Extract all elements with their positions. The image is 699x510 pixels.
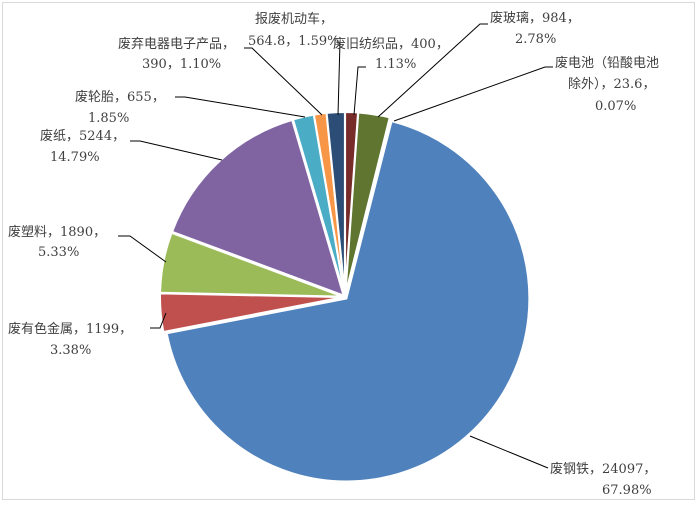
- data-label-3-line-1: 14.79%: [50, 150, 100, 165]
- data-label-9-line-1: 除外），23.6，: [568, 77, 655, 92]
- leader-line-9: [393, 66, 553, 122]
- data-label-7-line-1: 1.13%: [375, 57, 416, 72]
- data-label-1-line-0: 废有色金属，1199，: [8, 321, 132, 337]
- pie-slice-2: [159, 231, 344, 298]
- data-label-6-line-0: 报废机动车，: [255, 11, 333, 27]
- data-label-0-line-0: 废钢铁，24097，: [550, 461, 656, 477]
- data-label-2-line-0: 废塑料，1890，: [8, 224, 106, 240]
- leader-line-4: [175, 96, 306, 118]
- leader-line-6: [337, 40, 341, 116]
- leader-line-5: [244, 47, 323, 116]
- data-label-7-line-0: 废旧纺织品，400，: [333, 36, 449, 52]
- leader-line-1: [150, 312, 167, 329]
- data-label-0-line-1: 67.98%: [602, 483, 652, 498]
- pie-slice-3: [170, 118, 346, 298]
- pie-slice-9: [344, 116, 392, 296]
- leader-line-8: [377, 23, 488, 118]
- data-label-8-line-1: 2.78%: [515, 32, 556, 47]
- data-label-9-line-0: 废电池（铅酸电池: [555, 55, 659, 71]
- leader-line-3: [130, 140, 223, 161]
- data-label-5-line-0: 废弃电器电子产品，: [118, 36, 235, 52]
- pie-slice-0: [165, 119, 531, 483]
- leader-line-2: [118, 235, 167, 263]
- data-label-2-line-1: 5.33%: [38, 245, 79, 260]
- data-label-8-line-0: 废玻璃，984，: [490, 10, 580, 26]
- data-label-4-line-0: 废轮胎，655，: [75, 89, 165, 105]
- data-label-9-line-2: 0.07%: [595, 99, 636, 114]
- data-label-6-line-1: 564.8，1.59%: [248, 34, 340, 49]
- data-label-1-line-1: 3.38%: [50, 343, 91, 358]
- data-label-4-line-1: 1.85%: [88, 111, 129, 126]
- data-label-5-line-1: 390，1.10%: [142, 57, 221, 72]
- leader-line-7: [353, 66, 366, 116]
- data-label-3-line-0: 废纸，5244，: [40, 128, 125, 144]
- leader-line-0: [469, 435, 549, 469]
